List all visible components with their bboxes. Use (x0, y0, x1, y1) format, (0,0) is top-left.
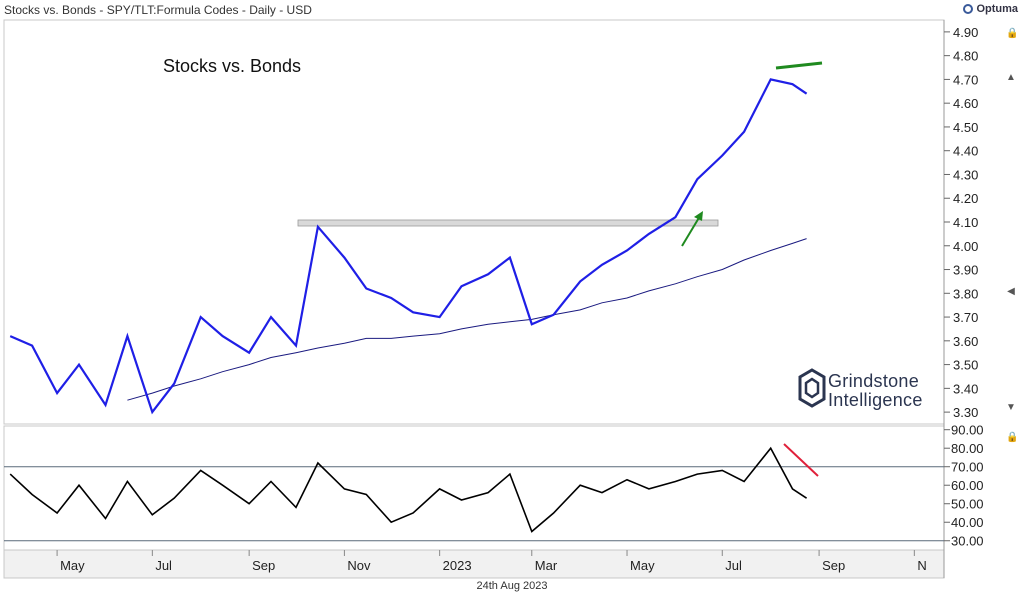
lock-icon[interactable]: 🔒 (1006, 28, 1019, 39)
price-axis-bg (944, 20, 1024, 424)
price-tick-label: 4.30 (953, 167, 978, 182)
rsi-tick-label: 50.00 (951, 497, 984, 512)
x-tick-label: Mar (535, 558, 558, 573)
x-axis: May Jul Sep Nov 2023 Mar May Jul Sep N (56, 550, 927, 573)
rsi-tick-label: 30.00 (951, 534, 984, 549)
x-tick-label: Sep (252, 558, 275, 573)
rsi-axis-bg (944, 426, 1024, 550)
x-tick-label: Jul (725, 558, 742, 573)
resistance-band (297, 219, 719, 227)
price-tick-label: 3.50 (953, 358, 978, 373)
grindstone-icon (798, 368, 826, 408)
rsi-axis: 30.00 40.00 50.00 60.00 70.00 80.00 90.00 (944, 423, 984, 549)
x-tick-label: Sep (822, 558, 845, 573)
top-trendline (775, 61, 823, 70)
price-tick-label: 4.10 (953, 215, 978, 230)
brand-icon (963, 4, 974, 14)
watermark-line1: Grindstone (828, 371, 920, 391)
price-tick-label: 4.90 (953, 25, 978, 40)
rsi-tick-label: 40.00 (951, 515, 984, 530)
price-tick-label: 4.50 (953, 120, 978, 135)
price-tick-label: 3.30 (953, 405, 978, 420)
x-tick-label: 2023 (443, 558, 472, 573)
chart-title: Stocks vs. Bonds (163, 56, 302, 76)
price-ratio-line (9, 78, 808, 415)
rsi-tick-label: 90.00 (951, 423, 984, 438)
watermark-logo: Grindstone Intelligence (798, 366, 938, 414)
date-axis (3, 549, 945, 579)
rsi-divergence-trendline (783, 443, 819, 477)
x-tick-label: N (917, 558, 926, 573)
brand-logo: Optuma (963, 3, 1018, 15)
price-tick-label: 4.20 (953, 191, 978, 206)
price-tick-label: 3.80 (953, 286, 978, 301)
price-tick-label: 4.60 (953, 96, 978, 111)
footer-date: 24th Aug 2023 (476, 580, 548, 592)
x-tick-label: May (630, 558, 655, 573)
x-tick-label: May (60, 558, 85, 573)
rsi-tick-label: 80.00 (951, 441, 984, 456)
rsi-tick-label: 60.00 (951, 478, 984, 493)
price-tick-label: 3.60 (953, 334, 978, 349)
price-tick-label: 4.40 (953, 144, 978, 159)
chart-header-title: Stocks vs. Bonds - SPY/TLT:Formula Codes… (4, 3, 312, 17)
x-tick-label: Jul (155, 558, 172, 573)
chevron-down-icon[interactable]: ▼ (1006, 402, 1016, 413)
rsi-tick-label: 70.00 (951, 460, 984, 475)
price-tick-label: 4.70 (953, 72, 978, 87)
chevron-up-icon[interactable]: ▲ (1006, 72, 1016, 83)
rsi-lock-icon[interactable]: 🔒 (1006, 432, 1019, 443)
price-tick-label: 3.90 (953, 263, 978, 278)
price-tick-label: 3.70 (953, 310, 978, 325)
price-tick-label: 4.80 (953, 49, 978, 64)
price-axis: 3.30 3.40 3.50 3.60 3.70 3.80 3.90 4.00 4.10 4.20… (944, 25, 978, 420)
price-tick-label: 3.40 (953, 381, 978, 396)
price-tick-label: 4.00 (953, 239, 978, 254)
brand-name: Optuma (976, 3, 1018, 15)
rsi-line (9, 446, 808, 533)
x-tick-label: Nov (347, 558, 371, 573)
chevron-left-icon[interactable]: ◀ (1007, 286, 1015, 297)
rsi-panel-frame (3, 425, 945, 551)
up-arrow (681, 211, 703, 247)
chart-header: Stocks vs. Bonds - SPY/TLT:Formula Codes… (0, 0, 1024, 22)
rsi-reference-lines (4, 466, 944, 542)
moving-average-line (127, 238, 807, 401)
watermark-line2: Intelligence (828, 390, 923, 410)
